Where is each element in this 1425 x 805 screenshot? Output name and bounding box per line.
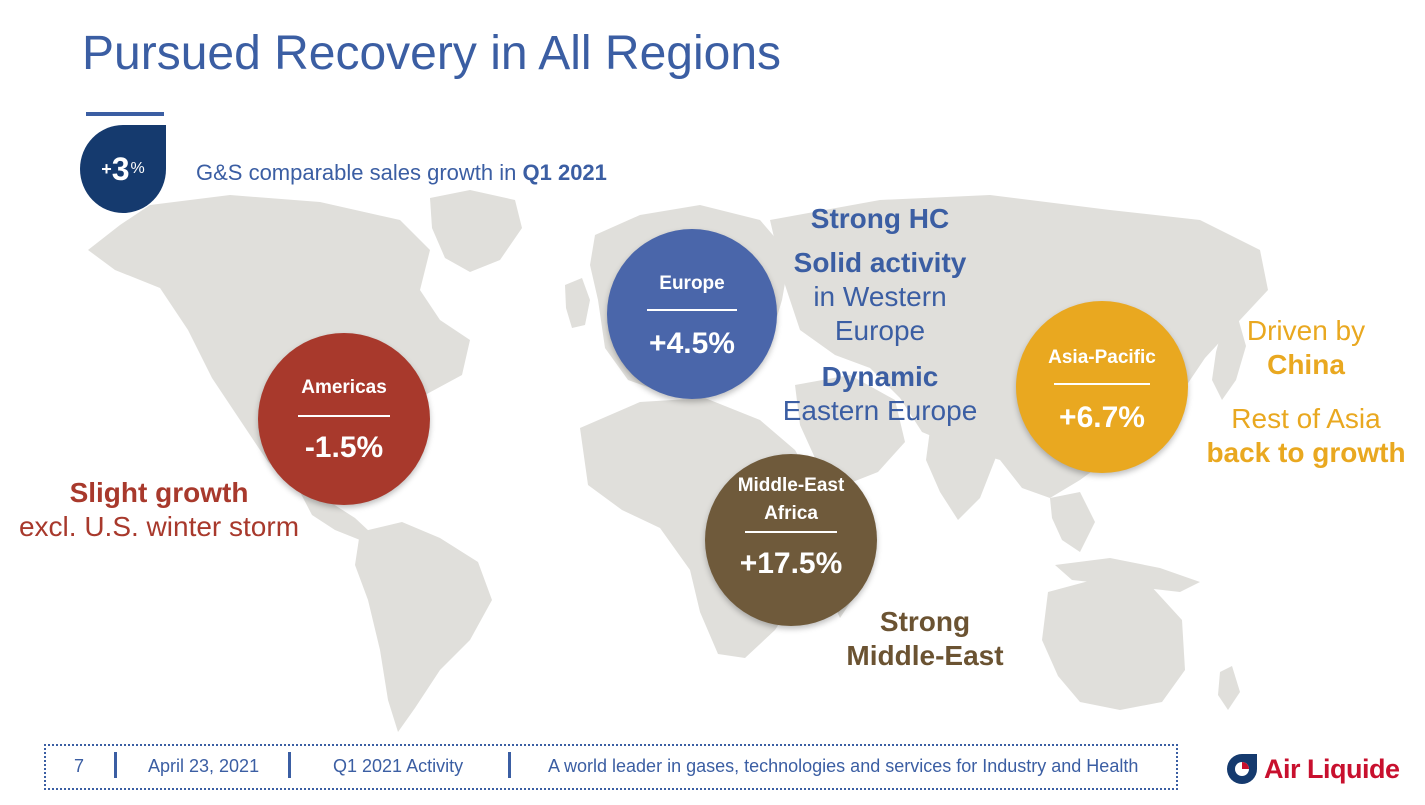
region-name-mea-line1: Middle-East bbox=[737, 475, 845, 496]
subtitle-text: G&S comparable sales growth in bbox=[196, 160, 523, 185]
growth-badge: +3% bbox=[80, 125, 166, 213]
region-asia-pacific: Asia-Pacific +6.7% bbox=[1016, 301, 1188, 473]
americas-note: Slight growth excl. U.S. winter storm bbox=[0, 476, 318, 544]
subtitle: G&S comparable sales growth in Q1 2021 bbox=[196, 160, 607, 186]
europe-note-line6: Eastern Europe bbox=[782, 395, 978, 426]
asia-note-line2: China bbox=[1267, 349, 1345, 380]
air-liquide-logo: Air Liquide bbox=[1226, 752, 1400, 786]
region-name-mea: Middle-East Africa bbox=[705, 472, 877, 528]
footer-section: Q1 2021 Activity bbox=[333, 756, 464, 776]
subtitle-period: Q1 2021 bbox=[522, 160, 607, 185]
badge-prefix: + bbox=[101, 158, 112, 179]
footer-page-number: 7 bbox=[74, 756, 85, 776]
region-divider bbox=[1054, 383, 1150, 385]
slide-title: Pursued Recovery in All Regions bbox=[82, 27, 782, 80]
americas-note-line1: Slight growth bbox=[69, 477, 249, 508]
asia-note-line1: Driven by bbox=[1246, 315, 1366, 346]
asia-note-line3: Rest of Asia bbox=[1231, 403, 1381, 434]
mea-note: Strong Middle-East bbox=[810, 605, 1040, 673]
mea-note-line1: Strong bbox=[879, 606, 971, 637]
europe-note-line3: in Western bbox=[813, 281, 947, 312]
region-divider bbox=[647, 309, 737, 311]
region-value-asia: +6.7% bbox=[1059, 401, 1145, 434]
title-underline bbox=[86, 112, 164, 116]
europe-note-line4: Europe bbox=[834, 315, 926, 346]
footer-separator bbox=[114, 752, 117, 778]
logo-mark-icon bbox=[1227, 754, 1257, 784]
footer-bar bbox=[44, 744, 1178, 790]
region-name-americas: Americas bbox=[301, 377, 387, 398]
footer-separator bbox=[288, 752, 291, 778]
region-divider bbox=[298, 415, 390, 417]
europe-note-line1: Strong HC bbox=[810, 203, 950, 234]
region-europe: Europe +4.5% bbox=[607, 229, 777, 399]
footer-date: April 23, 2021 bbox=[148, 756, 260, 776]
europe-note: Strong HC Solid activity in Western Euro… bbox=[760, 202, 1000, 428]
asia-note: Driven by China Rest of Asia back to gro… bbox=[1196, 314, 1416, 470]
region-value-europe: +4.5% bbox=[649, 327, 735, 360]
region-value-americas: -1.5% bbox=[304, 431, 384, 464]
region-americas: Americas -1.5% bbox=[258, 333, 430, 505]
region-middle-east-africa: Middle-East Africa +17.5% bbox=[705, 454, 877, 626]
footer-tagline: A world leader in gases, technologies an… bbox=[548, 756, 1139, 776]
americas-note-line2: excl. U.S. winter storm bbox=[18, 511, 300, 542]
mea-note-line2: Middle-East bbox=[846, 640, 1004, 671]
badge-number: 3 bbox=[111, 151, 130, 187]
region-divider bbox=[745, 531, 837, 533]
badge-suffix: % bbox=[130, 160, 145, 177]
region-name-europe: Europe bbox=[659, 273, 725, 294]
asia-note-line4: back to growth bbox=[1206, 437, 1406, 468]
logo-text: Air Liquide bbox=[1264, 753, 1400, 784]
footer-separator bbox=[508, 752, 511, 778]
region-name-mea-line2: Africa bbox=[764, 503, 818, 524]
europe-note-line5: Dynamic bbox=[821, 361, 939, 392]
region-name-asia: Asia-Pacific bbox=[1048, 347, 1156, 368]
europe-note-line2: Solid activity bbox=[793, 247, 967, 278]
region-value-mea: +17.5% bbox=[739, 547, 843, 580]
